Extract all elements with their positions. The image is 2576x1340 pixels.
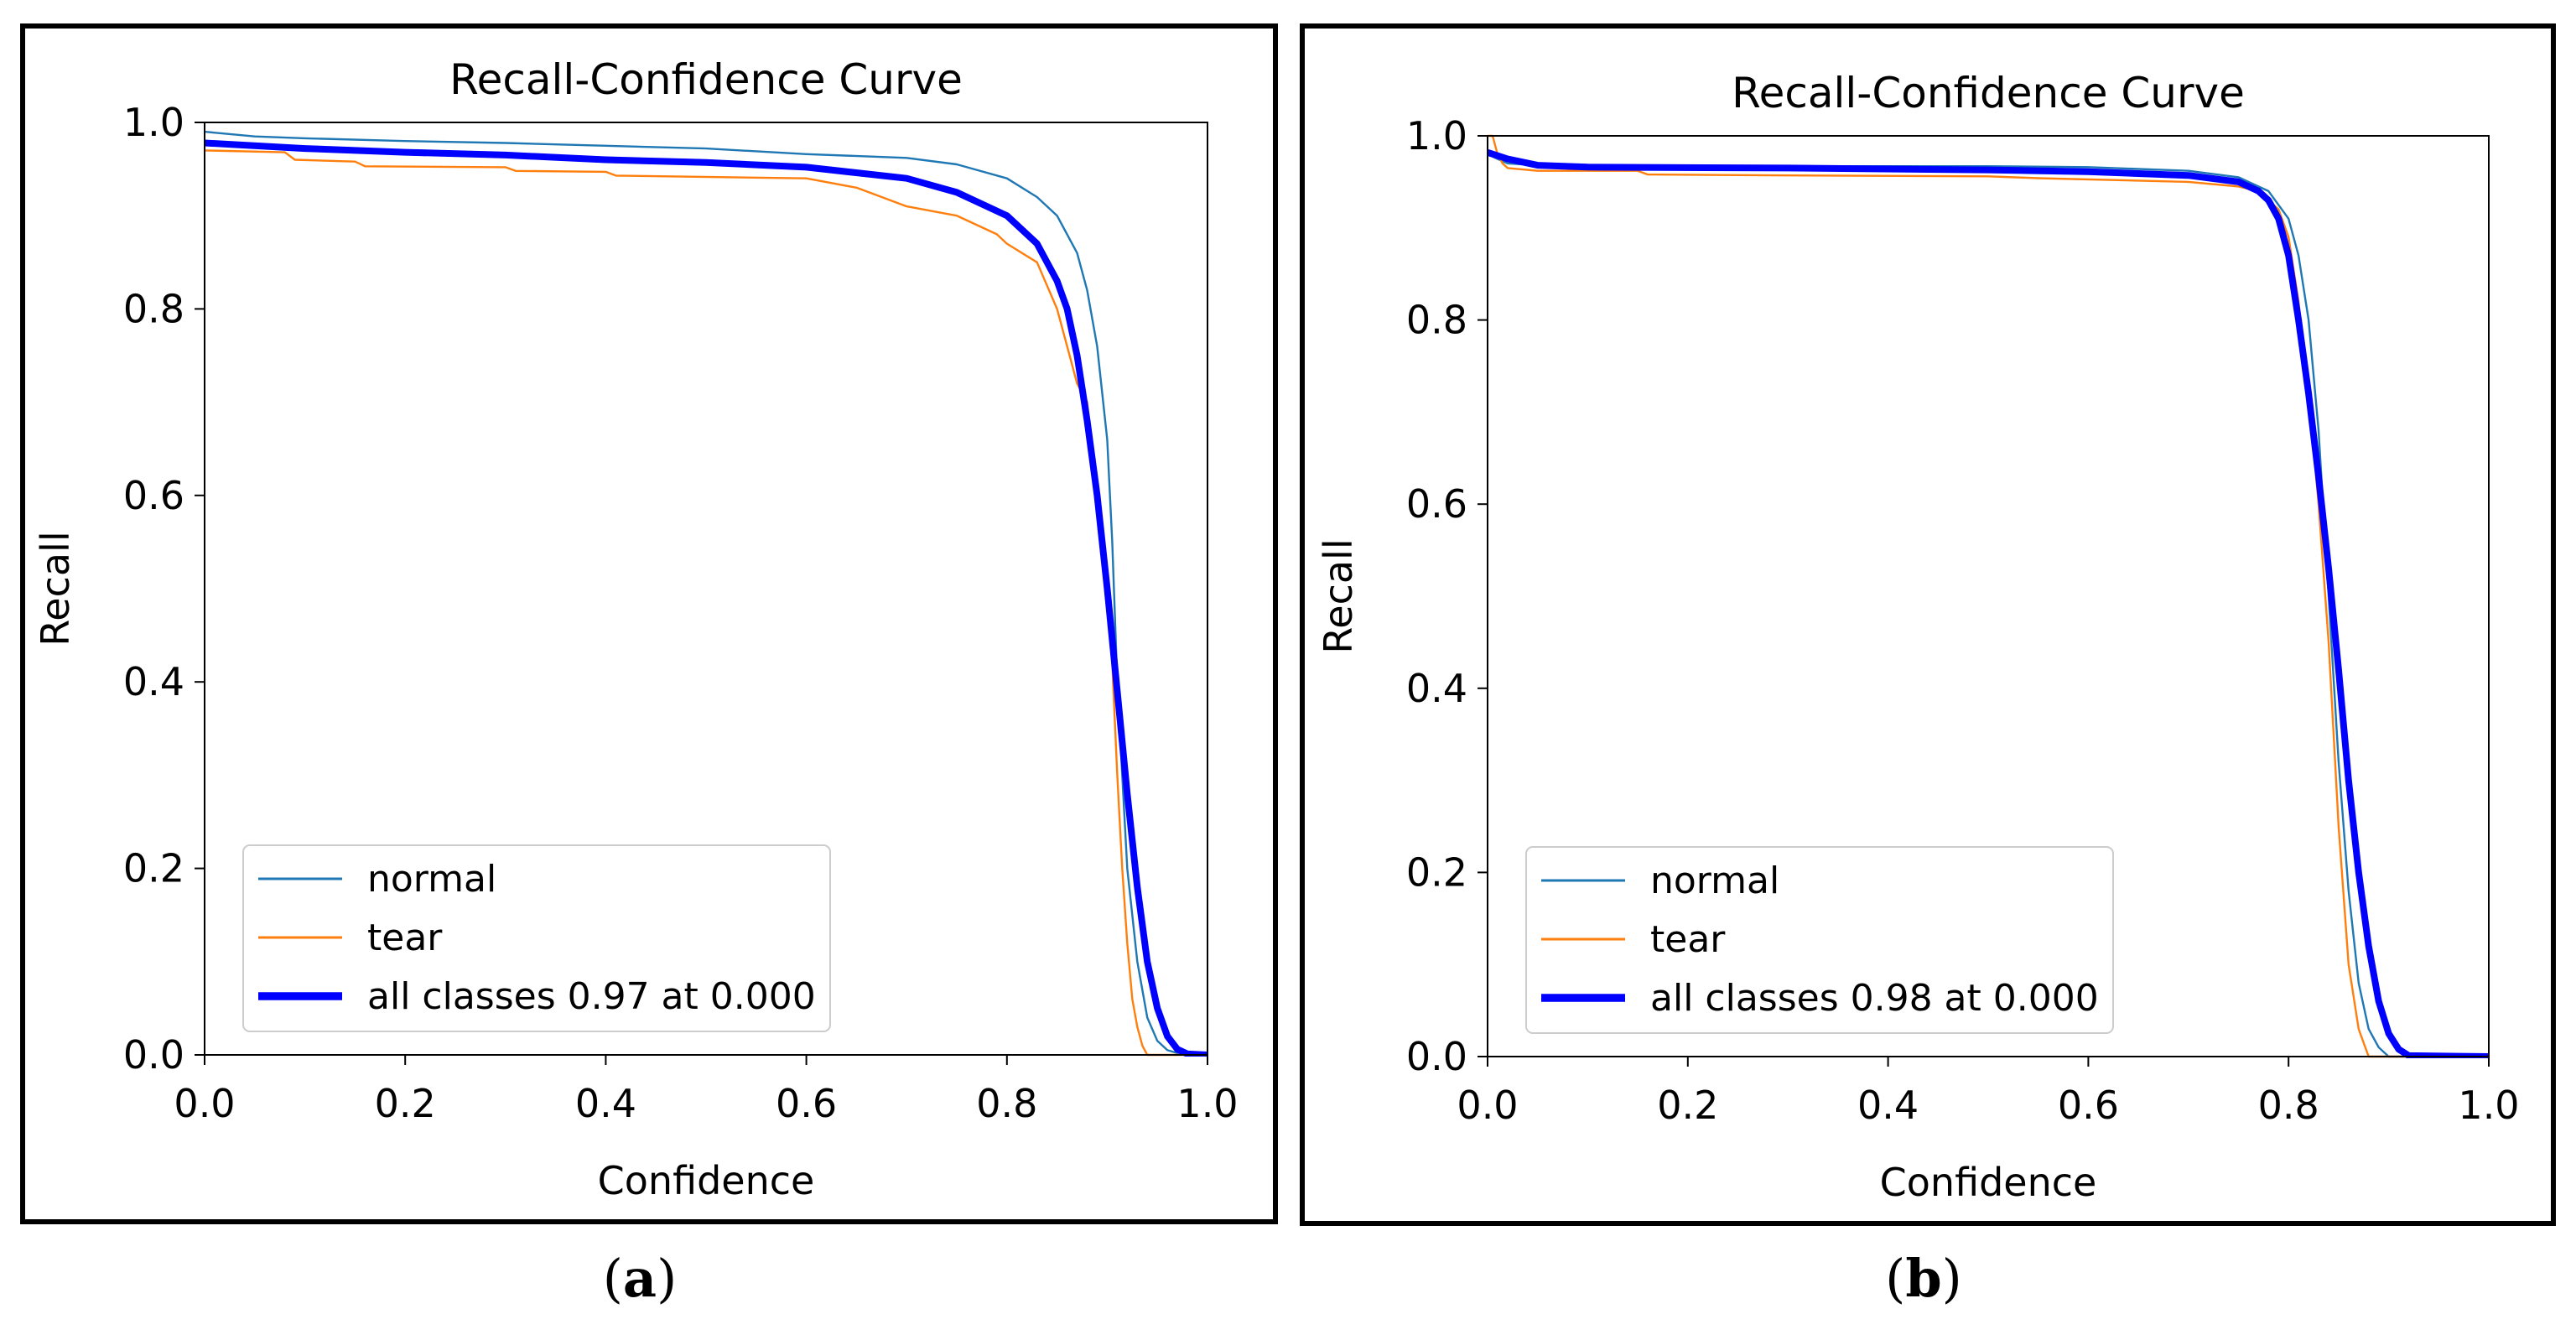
caption-b-letter: b <box>1905 1248 1942 1309</box>
y-tick-label: 0.4 <box>123 659 184 704</box>
legend-label-all-classes: all classes 0.97 at 0.000 <box>367 975 816 1018</box>
y-tick-label: 0.6 <box>1406 481 1467 527</box>
x-tick-label: 0.0 <box>174 1081 235 1126</box>
chart-panel-b: Recall-Confidence Curve 0.0 0.2 0.4 0.6 0.8 1.… <box>1300 23 2556 1226</box>
plot-frame <box>204 122 1208 1056</box>
x-tick-label: 0.8 <box>976 1081 1037 1126</box>
y-tick-label: 0.0 <box>123 1032 184 1078</box>
x-tick-label: 0.2 <box>375 1081 436 1126</box>
y-axis-label: Recall <box>1316 538 1361 653</box>
chart-title: Recall-Confidence Curve <box>449 55 963 104</box>
legend-label-tear: tear <box>1650 918 1726 961</box>
x-tick-label: 0.6 <box>2058 1083 2119 1128</box>
x-tick-label: 0.0 <box>1457 1083 1518 1128</box>
chart-title: Recall-Confidence Curve <box>1732 69 2245 117</box>
y-tick-label: 1.0 <box>123 100 184 145</box>
recall-confidence-chart-b: Recall-Confidence Curve 0.0 0.2 0.4 0.6 0.8 1.… <box>1316 69 2520 1205</box>
x-tick-label: 0.6 <box>776 1081 837 1126</box>
series-line-all-classes <box>205 139 1208 1057</box>
x-axis-label: Confidence <box>598 1158 815 1203</box>
legend-box <box>242 844 831 1032</box>
x-tick-label: 0.8 <box>2258 1083 2319 1128</box>
recall-confidence-chart-a: Recall-Confidence Curve 0.0 0.2 0.4 0.6 0.8 1.… <box>33 55 1239 1203</box>
series-line-all-classes <box>1488 148 2489 1058</box>
y-tick-label: 0.8 <box>123 286 184 331</box>
series-line-normal <box>205 130 1208 1057</box>
x-tick-label: 0.2 <box>1657 1083 1718 1128</box>
x-tick-label: 0.4 <box>1857 1083 1919 1128</box>
caption-a: (a) <box>602 1248 678 1309</box>
chart-panel-a: Recall-Confidence Curve 0.0 0.2 0.4 0.6 0.8 1.… <box>20 23 1278 1224</box>
y-tick-label: 0.0 <box>1406 1034 1467 1079</box>
series-line-tear <box>205 149 1208 1057</box>
y-tick-label: 0.6 <box>123 473 184 518</box>
y-tick-label: 0.4 <box>1406 666 1467 711</box>
y-axis-label: Recall <box>33 531 78 646</box>
y-tick-label: 0.2 <box>1406 849 1467 895</box>
y-tick-label: 0.2 <box>123 846 184 891</box>
legend-label-tear: tear <box>367 917 443 959</box>
legend-label-all-classes: all classes 0.98 at 0.000 <box>1650 977 2099 1020</box>
caption-b: (b) <box>1885 1248 1962 1309</box>
legend-box <box>1525 846 2114 1034</box>
x-tick-label: 1.0 <box>1176 1081 1238 1126</box>
legend-label-normal: normal <box>1650 860 1779 902</box>
y-tick-label: 1.0 <box>1406 113 1467 158</box>
x-tick-label: 0.4 <box>575 1081 636 1126</box>
x-axis-label: Confidence <box>1880 1160 2097 1205</box>
x-tick-label: 1.0 <box>2458 1083 2519 1128</box>
plot-frame <box>1487 135 2490 1057</box>
legend-label-normal: normal <box>367 858 496 901</box>
caption-a-letter: a <box>622 1248 657 1309</box>
series-line-tear <box>1488 134 2489 1058</box>
y-tick-label: 0.8 <box>1406 298 1467 343</box>
